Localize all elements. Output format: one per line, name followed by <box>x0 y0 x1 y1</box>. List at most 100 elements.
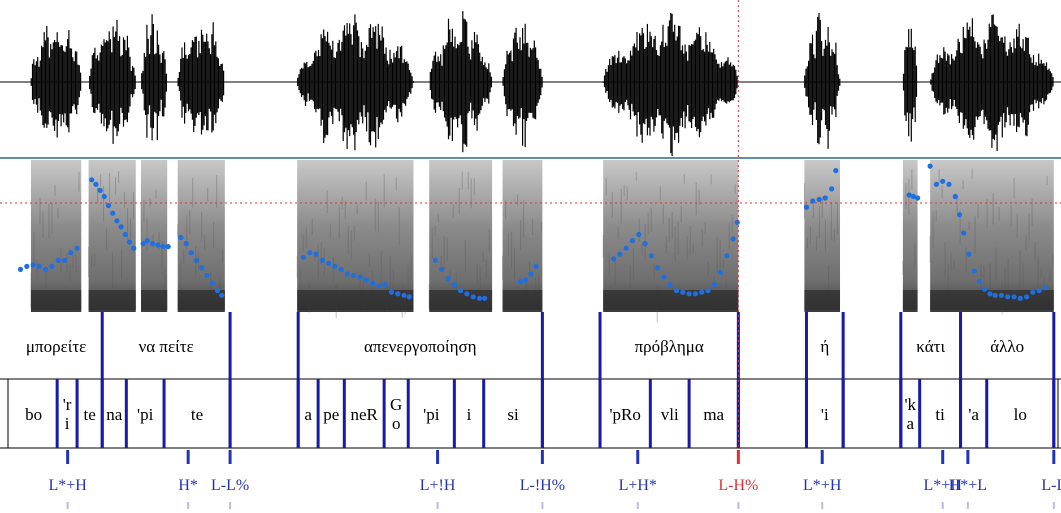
pitch-point <box>470 294 476 300</box>
pitch-point <box>209 280 215 286</box>
pitch-point <box>711 282 717 288</box>
annotation-tiers: μπορείτε να πείτε απενεργοποίηση πρόβλημα ή κ… <box>0 312 1061 449</box>
syllable-label-line: te <box>191 405 203 424</box>
pitch-point <box>611 256 617 262</box>
formant-band <box>88 290 136 310</box>
tone-label: L*+H <box>924 477 963 494</box>
tone-label: L-!H% <box>520 477 565 494</box>
pitch-point <box>30 262 36 268</box>
pitch-point <box>319 257 325 263</box>
syllable-label-line: ti <box>935 405 945 424</box>
syllable-label: bo <box>25 405 42 424</box>
pitch-point <box>680 289 686 295</box>
voiced-region <box>502 160 543 312</box>
pitch-point <box>476 295 483 301</box>
formant-band <box>141 290 168 310</box>
tone-label: L-H% <box>718 477 758 494</box>
syllable-label: lo <box>1014 405 1027 424</box>
spectral-striation <box>602 172 739 323</box>
pitch-point <box>204 272 210 279</box>
formant-band <box>177 290 225 310</box>
syllable-label: pe <box>323 405 339 424</box>
syllable-label-line: 'r <box>63 395 72 414</box>
formant-band <box>502 290 543 310</box>
pitch-point <box>36 263 42 269</box>
pitch-point <box>482 295 488 301</box>
pitch-point <box>178 234 184 241</box>
pitch-point <box>401 292 407 298</box>
pitch-point <box>105 203 112 209</box>
pitch-point <box>313 251 319 257</box>
syllable-label: si <box>507 405 519 424</box>
tone-tick-faded <box>636 502 639 509</box>
syllable-label-line: vli <box>661 405 679 424</box>
syllable-label-line: 'pi <box>423 405 440 424</box>
pitch-point <box>300 254 306 260</box>
pitch-point <box>952 193 958 200</box>
syllable-label-line: o <box>392 414 401 433</box>
syllable-label: vli <box>661 405 679 424</box>
syllable-label: 'k a <box>904 395 916 433</box>
waveform-panel <box>0 11 1061 159</box>
pitch-track <box>17 163 1048 301</box>
pitch-point <box>432 257 439 263</box>
pitch-point <box>55 257 61 263</box>
syllable-label: ma <box>703 405 724 424</box>
pitch-point <box>382 282 388 288</box>
pitch-point <box>705 288 711 294</box>
waveform-trace <box>30 11 1054 156</box>
voiced-region <box>603 160 739 312</box>
tone-label: H*+L <box>949 477 987 494</box>
pitch-point <box>388 289 395 295</box>
syllable-label-line: 'k <box>904 395 916 414</box>
pitch-point <box>68 250 74 256</box>
syllable-label-line: G <box>390 395 402 414</box>
pitch-point <box>43 266 49 272</box>
formant-band <box>297 290 414 310</box>
word-label: απενεργοποίηση <box>364 337 477 356</box>
syllable-label-line: 'pRo <box>609 405 640 424</box>
pitch-point <box>982 286 988 292</box>
pitch-point <box>464 291 470 297</box>
pitch-point <box>219 292 225 298</box>
syllable-label-line: pe <box>323 405 339 424</box>
syllable-label-line: 'a <box>968 405 979 424</box>
syllable-label: te <box>84 405 96 424</box>
syllable-label-line: neR <box>351 405 379 424</box>
pitch-point <box>144 238 150 244</box>
spectral-striation <box>502 194 543 303</box>
formant-band <box>930 290 1054 310</box>
pitch-point <box>118 224 124 230</box>
pitch-point <box>188 250 194 256</box>
pitch-point <box>110 210 116 216</box>
pitch-point <box>183 241 189 247</box>
syllable-label: neR <box>351 405 379 424</box>
pitch-point <box>717 269 724 276</box>
pitch-point <box>451 282 457 288</box>
syllable-label: i <box>467 405 472 424</box>
pitch-point <box>803 204 810 210</box>
pitch-point <box>810 198 816 204</box>
pitch-point <box>49 263 55 269</box>
pitch-point <box>629 238 636 244</box>
pitch-point <box>636 231 642 238</box>
pitch-point <box>338 266 344 272</box>
voiced-region <box>141 160 168 312</box>
syllable-label: a <box>304 405 312 424</box>
pitch-point <box>89 177 95 183</box>
pitch-point <box>976 279 983 285</box>
word-label: κάτι <box>916 337 945 356</box>
pitch-point <box>648 253 655 259</box>
voiced-region <box>902 160 918 312</box>
pitch-point <box>114 218 120 224</box>
pitch-point <box>1024 294 1030 300</box>
pitch-point <box>1042 285 1048 291</box>
spectral-striation <box>88 171 135 289</box>
syllable-label-line: lo <box>1014 405 1027 424</box>
tone-tick-faded <box>187 502 190 509</box>
pitch-point <box>686 291 692 297</box>
tone-tick-faded <box>966 502 969 509</box>
pitch-point <box>961 230 967 236</box>
tone-label: L-L% <box>211 477 249 494</box>
